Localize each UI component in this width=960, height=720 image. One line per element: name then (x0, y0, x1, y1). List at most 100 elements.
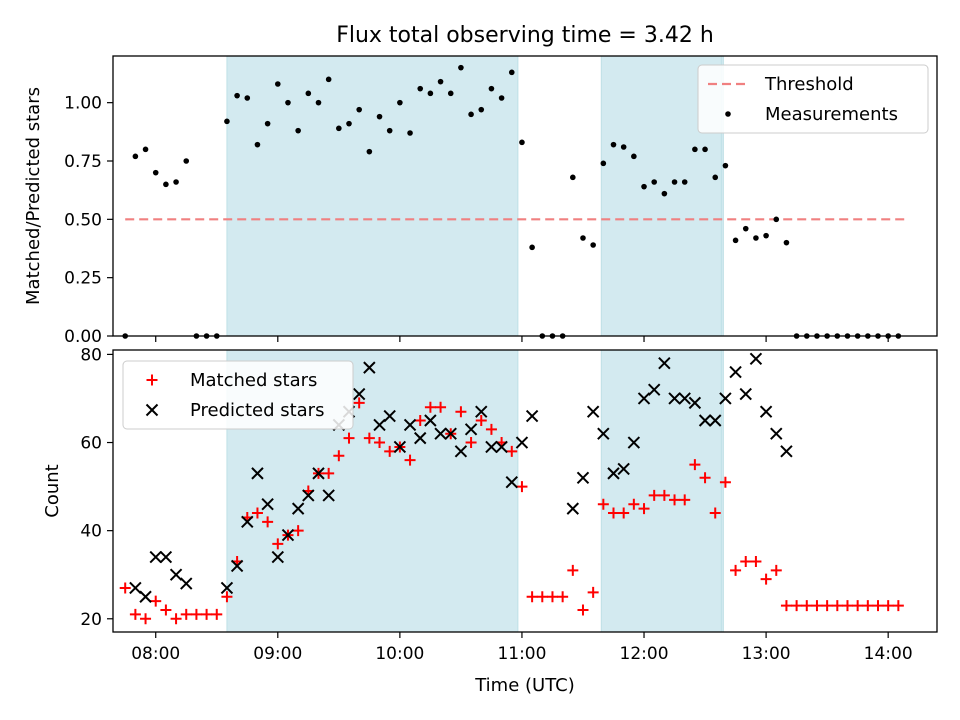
measurement-point (173, 179, 179, 185)
measurement-point (478, 106, 485, 113)
predicted-star-point (729, 365, 742, 379)
predicted-star-point (576, 471, 590, 484)
matched-star-point (272, 538, 284, 550)
predicted-star-point (281, 528, 295, 542)
measurement-point (610, 141, 617, 148)
measurement-point (325, 76, 332, 83)
matched-star-point (424, 401, 436, 413)
measurements-series (122, 64, 902, 339)
matched-star-point (292, 525, 304, 537)
matched-star-point (374, 437, 386, 449)
measurement-point (763, 232, 769, 239)
predicted-star-point (312, 467, 325, 480)
measurement-point (132, 153, 139, 160)
measurement-point (681, 179, 688, 185)
measurement-point (702, 146, 708, 153)
y-tick-label-bottom: 60 (80, 434, 102, 454)
measurement-point (692, 146, 698, 153)
y-tick-label-bottom: 80 (80, 345, 102, 365)
measurement-point (732, 237, 739, 244)
predicted-star-point (495, 440, 508, 454)
measurement-point (641, 183, 647, 190)
matched-star-point (485, 423, 497, 435)
matched-star-point (353, 397, 365, 409)
matched-star-point (384, 445, 396, 457)
measurement-point (142, 146, 149, 153)
count-series (119, 352, 904, 625)
shaded-intervals-top (226, 55, 724, 337)
predicted-star-point (129, 581, 142, 595)
matched-star-point (587, 586, 599, 598)
measurement-point (570, 174, 576, 181)
matched-star-point (699, 472, 711, 484)
matched-star-point (730, 564, 742, 576)
predicted-star-point (749, 352, 763, 366)
matched-star-point (648, 489, 660, 501)
top-panel: Flux total observing time = 3.42 h Match… (23, 23, 938, 347)
measurement-point (458, 64, 464, 71)
y-axis-label-top: Matched/Predicted stars (23, 87, 44, 305)
predicted-star-point (607, 467, 620, 480)
matched-star-point (852, 600, 864, 612)
legend-box-bottom (122, 360, 354, 430)
matched-star-point (262, 516, 274, 528)
matched-star-point (862, 600, 874, 612)
predicted-star-point (251, 467, 264, 480)
matched-star-point (577, 604, 589, 616)
measurement-point (519, 139, 525, 146)
matched-star-point (221, 591, 233, 603)
predicted-star-point (139, 590, 152, 603)
predicted-star-point (709, 414, 722, 427)
predicted-star-point (322, 489, 335, 502)
predicted-star-point (505, 475, 518, 489)
measurement-point (783, 239, 790, 246)
y-tick-label-top: 0.00 (64, 327, 102, 347)
measurement-point (488, 85, 495, 92)
matched-star-point (506, 445, 518, 457)
matched-star-point (811, 600, 823, 612)
measurement-point (468, 111, 474, 118)
predicted-star-point (403, 418, 417, 432)
y-tick-label-top: 1.00 (64, 94, 102, 114)
measurement-point (651, 179, 657, 185)
predicted-star-point (597, 427, 610, 440)
matched-star-point (435, 401, 447, 413)
measurement-point (529, 244, 535, 251)
measurement-point (356, 106, 362, 113)
predicted-star-point (363, 361, 376, 374)
bottom-panel: Count Time (UTC) 20 40 60 80 08:00 09:00 10:00… (42, 345, 938, 696)
measurement-point (712, 174, 719, 181)
matched-star-point (780, 600, 792, 612)
measurement-point (447, 90, 454, 97)
matched-star-point (251, 507, 263, 519)
matched-star-point (882, 600, 894, 612)
predicted-star-point (352, 387, 366, 401)
predicted-star-point (373, 418, 386, 432)
matched-star-point (831, 600, 843, 612)
legend-predicted-swatch (145, 403, 159, 417)
predicted-star-point (617, 462, 630, 476)
matched-star-point (455, 406, 467, 418)
legend-measurement-swatch (725, 111, 731, 117)
axes-top: 0.00 0.25 0.50 0.75 1.00 (64, 55, 938, 347)
plot-frame-top (112, 55, 938, 337)
x-tick-label: 12:00 (620, 644, 669, 664)
measurement-point (407, 130, 413, 136)
measurement-point (163, 181, 169, 188)
measurement-point (366, 148, 373, 155)
measurement-point (183, 158, 190, 164)
x-tick-label: 10:00 (375, 644, 424, 664)
measurement-point (722, 162, 729, 169)
x-tick-label: 11:00 (497, 644, 546, 664)
measurement-point (295, 127, 301, 134)
legend-bottom: Matched stars Predicted stars (122, 360, 354, 430)
predicted-star-point (678, 392, 691, 405)
x-axis-label: Time (UTC) (474, 675, 575, 696)
measurement-point (152, 169, 159, 176)
legend-matched-label: Matched stars (190, 370, 317, 391)
matched-star-point (516, 481, 528, 493)
matched-star-point (404, 454, 416, 466)
matched-star-point (140, 613, 152, 625)
predicted-star-point (464, 423, 478, 436)
measurement-point (305, 90, 312, 97)
